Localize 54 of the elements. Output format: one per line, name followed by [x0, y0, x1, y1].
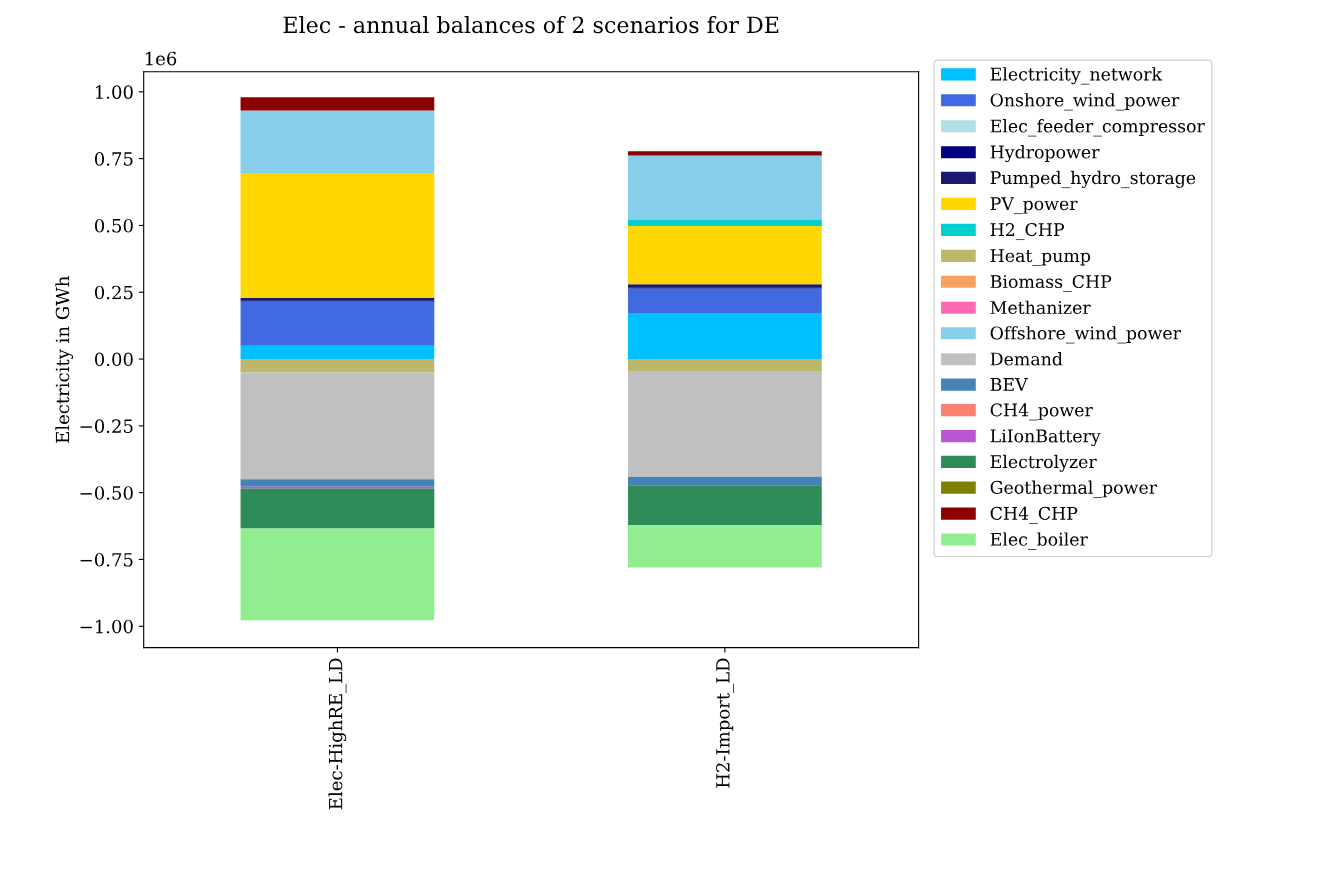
bar: [628, 525, 822, 568]
legend-label: Electrolyzer: [990, 454, 1097, 472]
legend-label: Demand: [990, 352, 1063, 366]
bar: [240, 372, 435, 480]
text: 1e6: [145, 51, 177, 66]
legend-label: Hydropower: [990, 145, 1100, 163]
x-tick-label: Elec-HighRE_LD: [328, 658, 347, 810]
bar: [240, 173, 435, 299]
legend-label: Elec_boiler: [990, 532, 1088, 550]
legend-label: Onshore_wind_power: [990, 93, 1180, 111]
legend-label: PV_power: [990, 197, 1078, 215]
bar: [240, 488, 435, 529]
y-tick-label: 0.50: [94, 218, 133, 233]
bar: [240, 301, 435, 346]
bar: [240, 97, 435, 111]
bar: [628, 288, 822, 314]
bar: [240, 359, 435, 373]
legend-label: BEV: [990, 378, 1028, 391]
legend-label: H2_CHP: [990, 223, 1065, 241]
y-tick-label: −0.25: [80, 419, 133, 433]
legend-label: Electricity_network: [990, 67, 1163, 85]
legend-label: LiIonBattery: [990, 429, 1101, 447]
bar: [628, 476, 822, 486]
bar: [628, 151, 822, 156]
bar: [628, 371, 822, 477]
legend-label: Geothermal_power: [990, 480, 1158, 498]
x-tick-label: H2-Import_LD: [716, 658, 734, 788]
y-axis-title: Electricity in GWh: [55, 276, 74, 443]
y-tick-label: 0.00: [94, 352, 133, 367]
bar: [628, 220, 822, 226]
legend-label: CH4_CHP: [990, 506, 1078, 524]
y-tick-label: 1.00: [95, 85, 133, 99]
legend-label: Methanizer: [990, 300, 1091, 315]
bar: [628, 359, 822, 372]
bar: [628, 225, 822, 285]
legend-label: Heat_pump: [990, 249, 1091, 266]
legend-label: CH4_power: [990, 403, 1093, 421]
y-tick-label: 0.75: [94, 152, 133, 166]
y-tick-label: −0.50: [80, 486, 133, 500]
bar: [628, 313, 822, 360]
legend-label: Pumped_hydro_storage: [990, 170, 1196, 189]
legend-label: Elec_feeder_compressor: [990, 119, 1205, 137]
y-tick-label: −0.75: [80, 552, 133, 567]
legend-label: Biomass_CHP: [990, 274, 1112, 292]
bar: [240, 110, 435, 174]
bar: [628, 485, 822, 526]
legend-label: Offshore_wind_power: [990, 326, 1181, 344]
y-tick-label: 0.25: [94, 285, 133, 300]
bar: [240, 479, 435, 487]
chart-title: Elec - annual balances of 2 scenarios for DE: [283, 15, 779, 34]
bar: [628, 155, 822, 221]
bar: [240, 345, 435, 360]
y-tick-label: −1.00: [80, 619, 133, 634]
bar: [240, 528, 435, 621]
